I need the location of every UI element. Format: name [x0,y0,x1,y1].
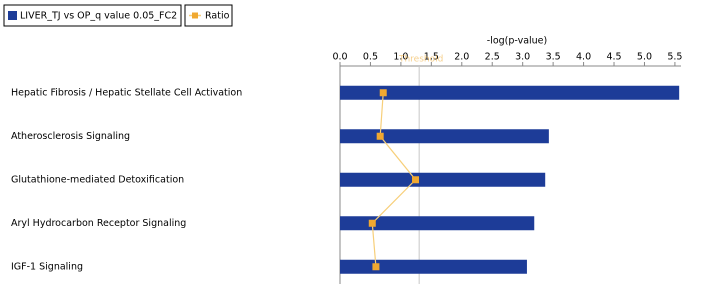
category-label: Atherosclerosis Signaling [11,131,130,142]
threshold-label: Threshold [398,55,443,65]
legend-box [184,4,233,27]
ratio-marker [376,132,384,140]
category-label: IGF-1 Signaling [11,261,83,272]
bar [340,129,549,144]
legend-label: LIVER_TJ vs OP_q value 0.05_FC2 [20,11,177,22]
bar [340,85,680,100]
axis-title: -log(p-value) [487,36,547,47]
x-tick-label: 5.0 [637,52,652,63]
x-tick-label: 0.0 [332,52,347,63]
x-tick-label: 3.0 [515,52,530,63]
category-label: Glutathione-mediated Detoxification [11,174,184,185]
legend-swatch [192,12,198,19]
legend-box [3,4,182,27]
x-tick-label: 1.5 [424,52,439,63]
ratio-marker [372,263,380,271]
bar [340,172,546,187]
ratio-marker [412,176,420,184]
x-tick-label: 5.5 [667,52,682,63]
legend-label: Ratio [205,11,230,22]
bar [340,259,527,274]
x-tick-label: 2.0 [454,52,469,63]
x-tick-label: 1.0 [393,52,408,63]
x-tick-label: 4.5 [606,52,621,63]
x-tick-label: 3.5 [546,52,561,63]
x-tick-label: 4.0 [576,52,591,63]
bar [340,216,535,231]
category-label: Hepatic Fibrosis / Hepatic Stellate Cell… [11,87,242,98]
x-tick-label: 0.5 [363,52,378,63]
x-tick-label: 2.5 [485,52,500,63]
ratio-marker [368,219,376,227]
category-label: Aryl Hydrocarbon Receptor Signaling [11,218,186,229]
legend-swatch [8,11,17,20]
ratio-marker [379,89,387,97]
